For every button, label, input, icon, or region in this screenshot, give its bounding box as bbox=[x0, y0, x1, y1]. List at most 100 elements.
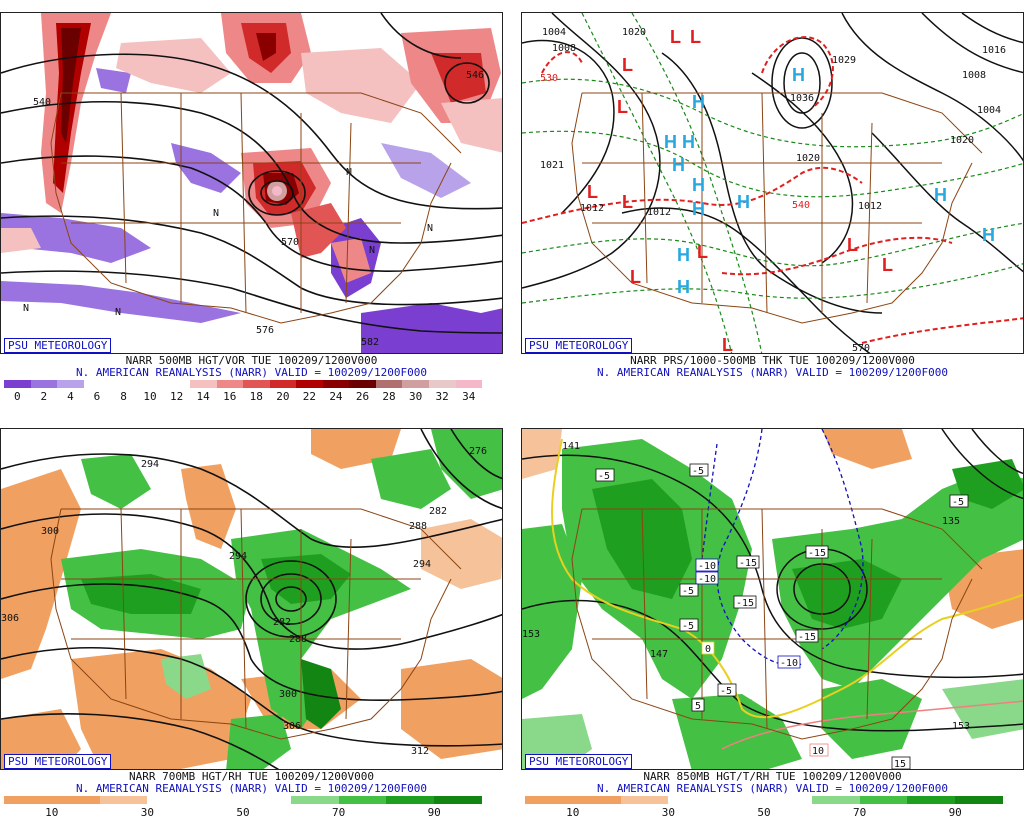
high-pressure-symbol: H bbox=[692, 92, 705, 112]
colorbar-swatch bbox=[290, 796, 339, 804]
isobar-label: 1012 bbox=[580, 203, 604, 214]
contour-label: 141 bbox=[562, 441, 580, 452]
colorbar-tick-label: 10 bbox=[566, 806, 580, 819]
colorbar-tick-label: 32 bbox=[435, 390, 449, 403]
contour-label: 294 bbox=[229, 551, 247, 562]
colorbar-ticks: 10 30 50 70 90 bbox=[4, 806, 482, 819]
low-pressure-symbol: L bbox=[697, 242, 708, 262]
high-pressure-symbol: H bbox=[677, 277, 690, 297]
colorbar-tick-label: 28 bbox=[382, 390, 396, 403]
colorbar-swatch bbox=[242, 796, 291, 804]
map-500mb-graphic: 540 546 582 576 570 N N N N N N bbox=[1, 13, 502, 353]
colorbar-swatch bbox=[434, 796, 482, 804]
colorbar-swatch bbox=[99, 796, 148, 804]
temperature-label: 10 bbox=[812, 746, 824, 757]
colorbar-swatch bbox=[859, 796, 908, 804]
colorbar-swatch bbox=[455, 380, 483, 388]
contour-label: 582 bbox=[361, 337, 379, 348]
high-pressure-symbol: H bbox=[934, 185, 947, 205]
psu-meteorology-badge: PSU METEOROLOGY bbox=[4, 338, 112, 353]
colorbar-ticks: 10 30 50 70 90 bbox=[525, 806, 1003, 819]
colorbar-swatch bbox=[322, 380, 350, 388]
contour-label: 540 bbox=[33, 97, 51, 108]
low-pressure-symbol: L bbox=[617, 97, 628, 117]
isobar-label: 1004 bbox=[977, 105, 1001, 116]
colorbar-swatch bbox=[620, 796, 669, 804]
low-pressure-symbol: L bbox=[670, 27, 681, 47]
colorbar-tick-label: 4 bbox=[67, 390, 74, 403]
colorbar-tick-label: 30 bbox=[140, 806, 155, 819]
temperature-label: -5 bbox=[598, 471, 610, 482]
colorbar-swatch bbox=[338, 796, 387, 804]
colorbar-swatch bbox=[296, 380, 323, 388]
colorbar-swatch bbox=[386, 796, 435, 804]
colorbar-tick-label: 24 bbox=[329, 390, 343, 403]
high-pressure-symbol: H bbox=[692, 175, 705, 195]
colorbar-tick-label: 50 bbox=[757, 806, 771, 819]
high-pressure-symbol: H bbox=[672, 155, 685, 175]
panel-700mb-rh: 294 300 306 294 282 288 300 306 312 294 … bbox=[0, 416, 503, 819]
high-pressure-symbol: H bbox=[677, 245, 690, 265]
temperature-label: -15 bbox=[798, 632, 816, 643]
colorbar-swatch bbox=[30, 380, 58, 388]
colorbar-tick-label: 26 bbox=[355, 390, 370, 403]
colorbar-swatch bbox=[572, 796, 621, 804]
contour-label: 288 bbox=[289, 634, 307, 645]
vorticity-min-symbol: N bbox=[427, 223, 433, 234]
temperature-label: -5 bbox=[682, 621, 694, 632]
colorbar-swatch bbox=[51, 796, 100, 804]
isobar-label: 1016 bbox=[982, 45, 1006, 56]
map-prs: 1004 1020 1016 1008 1021 1012 1012 1036 … bbox=[521, 12, 1024, 354]
colorbar-tick-label: 12 bbox=[169, 390, 184, 403]
vorticity-min-symbol: N bbox=[23, 303, 29, 314]
temperature-label: -15 bbox=[736, 598, 754, 609]
isobar-label: 1020 bbox=[796, 153, 820, 164]
contour-label: 300 bbox=[41, 526, 59, 537]
isobar-label: 1020 bbox=[622, 27, 646, 38]
contour-label: 576 bbox=[256, 325, 274, 336]
low-pressure-symbol: L bbox=[722, 335, 733, 354]
colorbar bbox=[525, 796, 1003, 804]
contour-label: 153 bbox=[522, 629, 540, 640]
isobar-label: 1029 bbox=[832, 55, 856, 66]
colorbar-swatch bbox=[668, 796, 717, 804]
colorbar-tick-label: 30 bbox=[661, 806, 676, 819]
colorbar-tick-label: 0 bbox=[13, 390, 21, 403]
contour-label: 306 bbox=[1, 613, 19, 624]
low-pressure-symbol: L bbox=[622, 55, 633, 75]
high-pressure-symbol: H bbox=[664, 132, 677, 152]
contour-label: 294 bbox=[413, 559, 431, 570]
colorbar-swatch bbox=[57, 380, 84, 388]
colorbar-swatch bbox=[243, 380, 270, 388]
colorbar-swatch bbox=[4, 796, 52, 804]
colorbar-swatch bbox=[136, 380, 164, 388]
low-pressure-symbol: L bbox=[622, 192, 633, 212]
isobar-label: 1036 bbox=[790, 93, 814, 104]
panel-subtitle: N. AMERICAN REANALYSIS (NARR) VALID = 10… bbox=[76, 366, 427, 379]
colorbar-tick-label: 70 bbox=[852, 806, 867, 819]
contour-label: 153 bbox=[952, 721, 970, 732]
thickness-label: 540 bbox=[792, 200, 810, 211]
colorbar-swatch bbox=[763, 796, 812, 804]
contour-label: 276 bbox=[469, 446, 487, 457]
panel-subtitle: N. AMERICAN REANALYSIS (NARR) VALID = 10… bbox=[76, 782, 427, 795]
high-pressure-symbol: H bbox=[792, 65, 805, 85]
panel-subtitle: N. AMERICAN REANALYSIS (NARR) VALID = 10… bbox=[597, 782, 948, 795]
vorticity-min-symbol: N bbox=[346, 167, 352, 178]
low-pressure-symbol: L bbox=[587, 182, 598, 202]
psu-meteorology-badge: PSU METEOROLOGY bbox=[4, 754, 112, 769]
isobar-label: 1020 bbox=[950, 135, 974, 146]
isobar-label: 1012 bbox=[647, 207, 671, 218]
colorbar-tick-label: 8 bbox=[120, 390, 127, 403]
contour-label: 300 bbox=[279, 689, 297, 700]
temperature-label: -5 bbox=[682, 586, 694, 597]
colorbar-tick-label: 50 bbox=[236, 806, 250, 819]
colorbar-swatch bbox=[4, 380, 31, 388]
high-pressure-symbol: H bbox=[682, 132, 695, 152]
panel-500mb-vorticity: 540 546 582 576 570 N N N N N N PSU METE… bbox=[0, 0, 503, 403]
colorbar-tick-label: 30 bbox=[408, 390, 423, 403]
colorbar-swatch bbox=[525, 796, 573, 804]
colorbar-tick-label: 2 bbox=[40, 390, 48, 403]
vorticity-min-symbol: N bbox=[115, 307, 121, 318]
colorbar bbox=[4, 380, 483, 388]
